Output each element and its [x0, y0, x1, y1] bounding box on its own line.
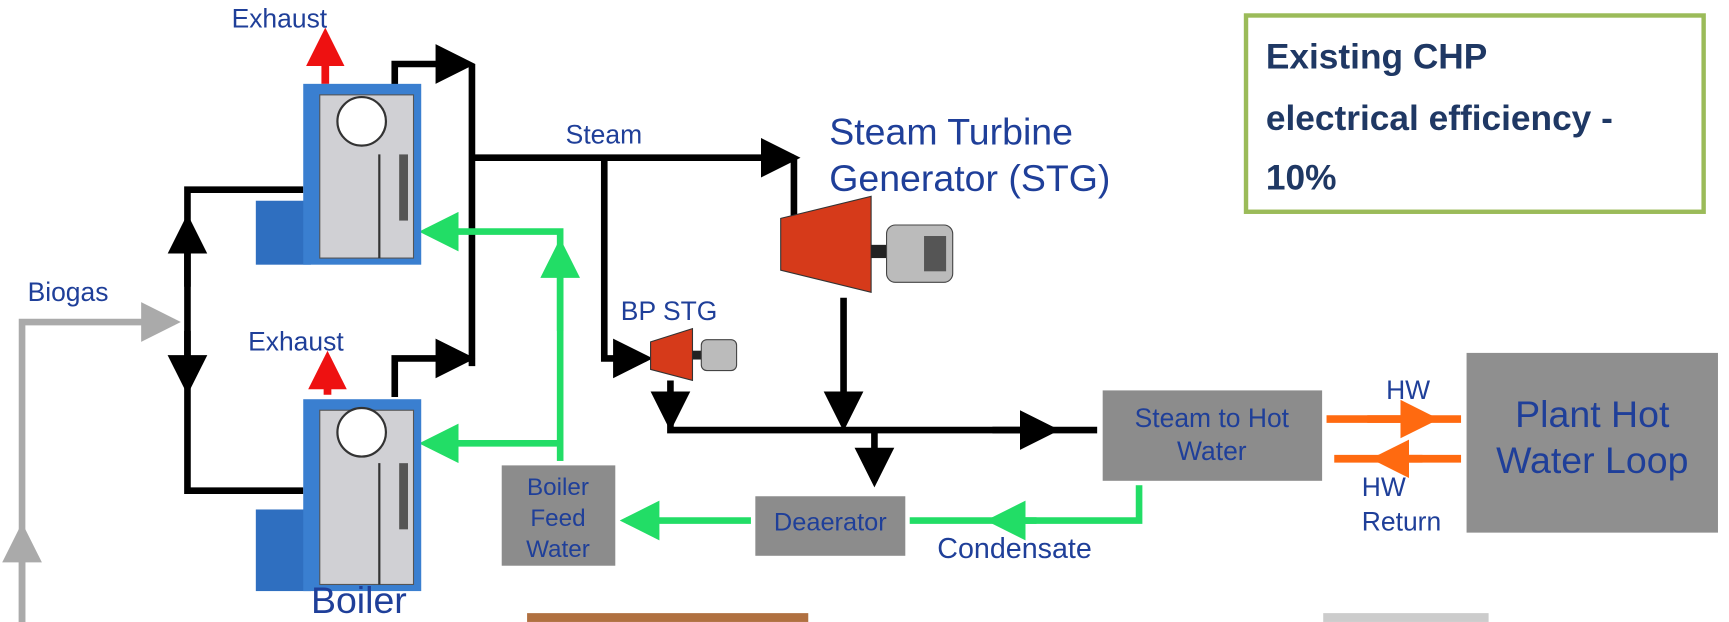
- hx-label: Steam to Hot: [1135, 403, 1290, 433]
- callout-box: [1243, 13, 1706, 214]
- loop-label: Water Loop: [1496, 439, 1688, 481]
- loop-label: Plant Hot: [1515, 393, 1670, 435]
- feed-water-label: Water: [526, 536, 590, 563]
- condensate-label: Condensate: [937, 533, 1092, 565]
- exhaust-label: Exhaust: [232, 4, 328, 34]
- feed-water-label: Feed: [530, 505, 585, 532]
- callout-text: Existing CHP: [1266, 37, 1487, 76]
- boiler-bottom: [255, 399, 422, 592]
- steam-label: Steam: [566, 119, 642, 149]
- photo-edge: [1323, 613, 1489, 622]
- hw-label: HW: [1386, 375, 1430, 405]
- bp-stg: [650, 327, 738, 382]
- biogas-label: Biogas: [28, 277, 109, 307]
- bp-stg-label: BP STG: [621, 296, 718, 326]
- hx-box: [1098, 385, 1327, 486]
- hw-return-label: Return: [1362, 506, 1441, 536]
- deaerator-label: Deaerator: [774, 508, 887, 536]
- stg: [780, 195, 954, 293]
- stg-label: Generator (STG): [829, 157, 1110, 199]
- exhaust-label: Exhaust: [248, 327, 344, 357]
- feed-water-label: Boiler: [527, 474, 589, 501]
- boiler-top: [255, 83, 422, 265]
- photo-edge: [527, 613, 809, 622]
- loop-box: [1462, 348, 1723, 538]
- deaerator-box: [750, 491, 910, 561]
- boiler-label: Boiler: [311, 579, 407, 621]
- callout-text: 10%: [1266, 159, 1337, 198]
- feed-water-box: [497, 460, 620, 571]
- hx-label: Water: [1177, 436, 1247, 466]
- callout-text: electrical efficiency -: [1266, 99, 1613, 138]
- hw-return-label: HW: [1362, 472, 1406, 502]
- stg-label: Steam Turbine: [829, 110, 1073, 152]
